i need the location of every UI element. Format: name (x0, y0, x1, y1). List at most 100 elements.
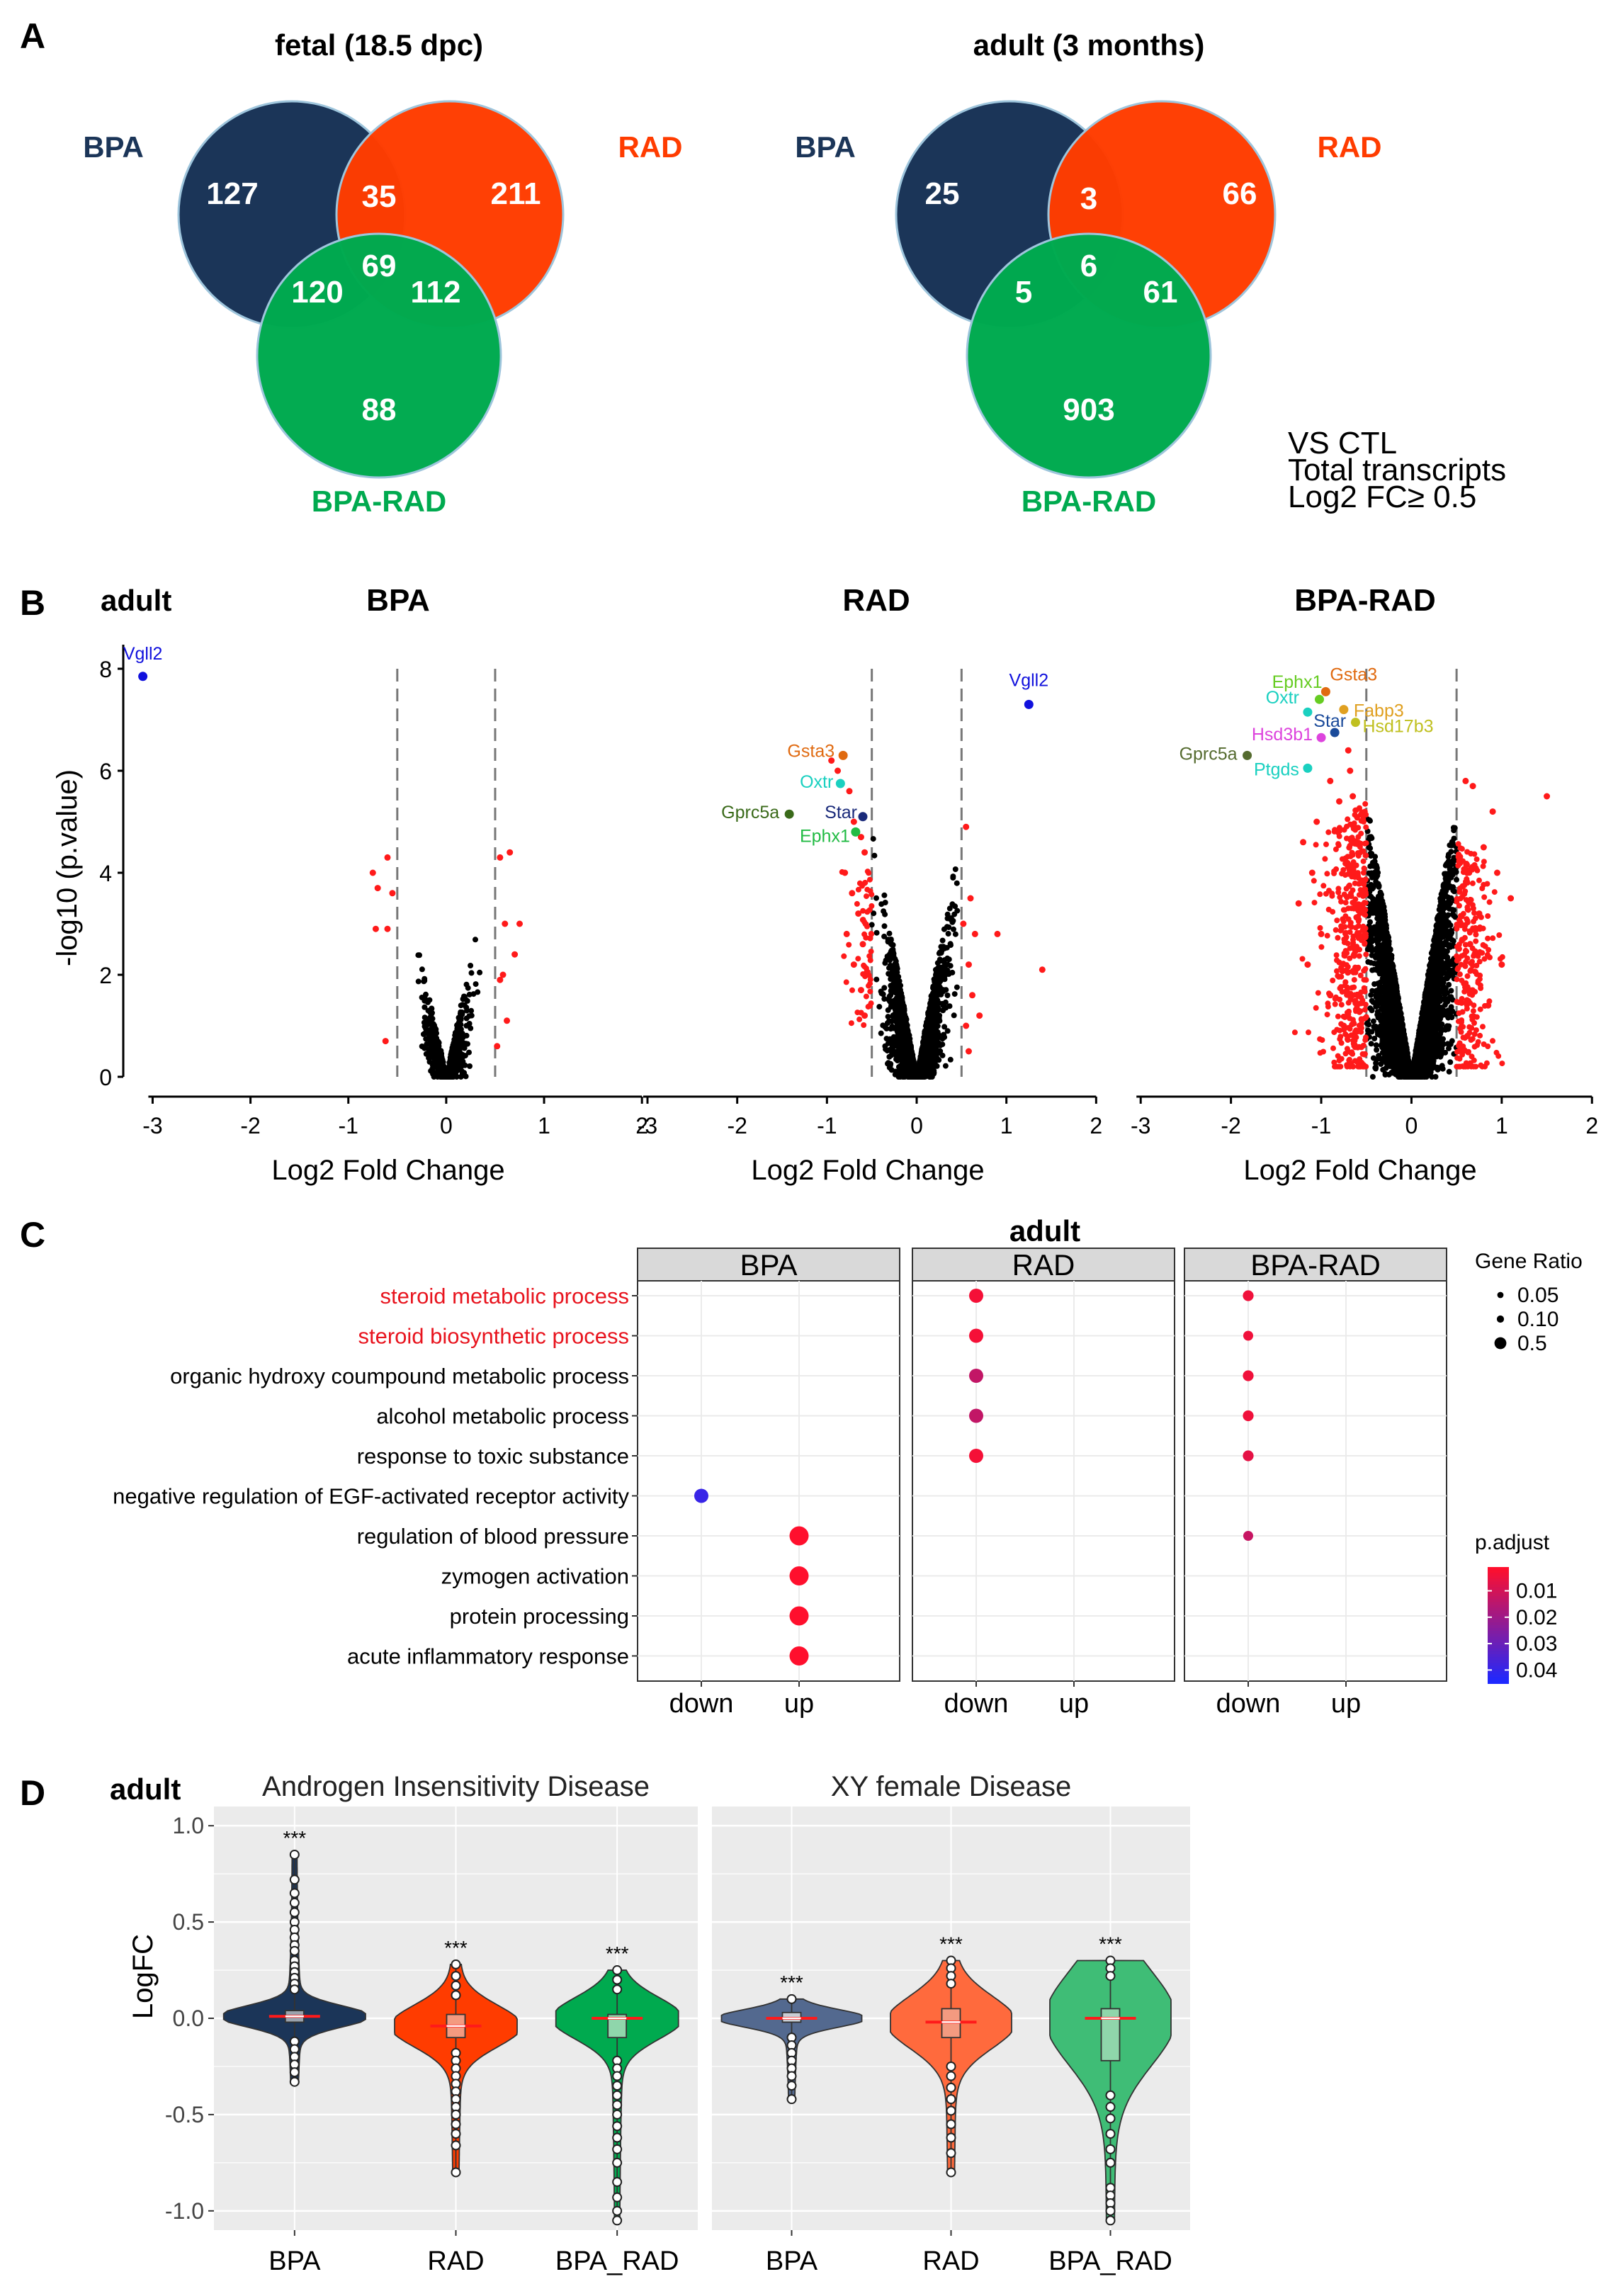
volcano-rad-ns-point (901, 1058, 907, 1064)
volcano-bpa-sig-point (372, 925, 379, 932)
volcano-rad-ns-point (901, 1028, 907, 1034)
volcano-bparad-x-tick: -1 (1311, 1113, 1331, 1138)
volcano-bpa-ns-point (468, 970, 475, 976)
volcano-rad-ns-point (893, 1012, 899, 1018)
volcano-rad-ns-point (952, 866, 958, 872)
volcano-rad-ns-point (944, 1028, 951, 1034)
volcano-rad-ns-point (938, 950, 944, 956)
volcano-rad-sig-point (864, 968, 871, 975)
volcano-rad-ns-point (949, 901, 956, 907)
volcano-rad-ns-point (924, 1016, 931, 1022)
volcano-rad-gene-label: Gprc5a (721, 803, 779, 822)
volcano-bpa-ns-point (415, 978, 422, 985)
venn-fetal-count-bpa-rad: 35 (362, 179, 397, 214)
volcano-rad-ns-point (893, 958, 899, 964)
volcano-bpa-ns-point (451, 1039, 458, 1045)
volcano-rad-ns-point (915, 1068, 922, 1074)
volcano-bparad-ns-point (1447, 1059, 1454, 1065)
volcano-bpa-sig-points (369, 849, 523, 1050)
volcano-bpa-ns-point (460, 1002, 466, 1008)
venn-note-line-1: VS CTL (1288, 426, 1397, 460)
venn-fetal-bparad-label: BPA-RAD (312, 485, 447, 518)
volcano-rad-sig-point (849, 987, 855, 993)
venn-adult-count-rad-only: 66 (1223, 176, 1257, 211)
venn-adult-count-all: 6 (1080, 249, 1097, 283)
panel-label-d: D (20, 1773, 45, 1813)
volcano-rad-sig-point (843, 979, 849, 985)
volcano-rad-sig-point (855, 956, 861, 962)
volcano-rad-gene-label: Oxtr (800, 772, 833, 792)
volcano-rad-ns-point (881, 985, 888, 991)
volcano-rad-sig-point (866, 876, 873, 883)
volcano-rad-sig-point (866, 953, 873, 959)
volcano-rad-sig-point (867, 888, 873, 894)
volcano-rad-ns-point (932, 1027, 939, 1034)
volcano-rad-x-tick: -3 (638, 1113, 657, 1138)
volcano-rad-sig-point (835, 767, 842, 774)
venn-fetal: fetal (18.5 dpc) BPA RAD BPA-RAD 127 35 … (83, 28, 682, 518)
volcano-rad-x-tick: 1 (1000, 1113, 1013, 1138)
volcano-rad-ns-point (930, 1011, 937, 1017)
volcano-bpa-ns-point (466, 1021, 473, 1027)
volcano-ylabel: -log10 (p.value) (52, 769, 83, 966)
volcano-rad-sig-point (843, 930, 850, 937)
volcano-rad-ns-point (881, 923, 888, 929)
volcano-rad-ns-point (895, 1070, 902, 1077)
volcano-bpa-ns-point (426, 997, 433, 1003)
volcano-bpa-ns-point (424, 1041, 430, 1047)
volcano-bpa-ns-point (468, 1012, 475, 1019)
volcano-rad-ns-point (888, 1001, 895, 1007)
volcano-rad-ns-point (939, 1036, 946, 1042)
volcano-rad-sig-point (965, 1048, 972, 1055)
venn-fetal-count-bpa-only: 127 (206, 176, 258, 211)
volcano-rad-ns-point (944, 993, 951, 998)
volcano-rad-sig-point (976, 1012, 983, 1019)
venn-fetal-title: fetal (18.5 dpc) (275, 28, 483, 62)
volcano-rad-sig-point (854, 900, 860, 907)
volcano-rad-ns-point (886, 971, 892, 977)
volcano-bpa-ns-points (415, 937, 483, 1080)
volcano-rad-sig-point (857, 987, 864, 994)
volcano-rad-gene-point (1024, 699, 1034, 709)
volcano-bpa-sig-point (384, 925, 391, 932)
volcano-bpa-ns-point (419, 995, 425, 1000)
volcano-rad-ns-point (920, 1049, 927, 1056)
volcano-rad-ns-point (954, 984, 960, 990)
volcano-bpa-ns-point (420, 1031, 426, 1037)
venn-fetal-count-bparad-only: 88 (362, 392, 397, 427)
venn-fetal-count-rad-only: 211 (491, 176, 541, 211)
volcano-rad-ns-point (924, 1037, 930, 1044)
volcano-bparad-title: BPA-RAD (1294, 583, 1436, 618)
venn-adult-title: adult (3 months) (973, 28, 1205, 62)
volcano-rad-ns-point (940, 1007, 946, 1014)
venn-fetal-bpa-label: BPA (83, 130, 144, 164)
volcano-bpa-ns-point (452, 1046, 458, 1053)
volcano-rad-sig-point (963, 1022, 970, 1029)
volcano-bpa-ns-point (425, 1046, 431, 1053)
volcano-bpa-xlabel: Log2 Fold Change (271, 1155, 504, 1186)
volcano-y-tick-2: 2 (99, 963, 112, 988)
volcano-bpa-sig-point (502, 920, 509, 927)
volcano-bpa-ns-point (465, 1041, 470, 1047)
volcano-rad-ns-point (886, 930, 893, 937)
volcano-bpa-ns-point (475, 989, 481, 995)
volcano-rad-ns-point (939, 971, 946, 978)
volcano-bpa-ns-point (455, 1024, 461, 1030)
volcano-rad-ns-point (929, 997, 935, 1003)
volcano-rad-ns-point (940, 988, 946, 995)
volcano-rad-ns-point (873, 976, 880, 983)
volcano-rad-ns-point (932, 966, 939, 973)
volcano-rad-sig-point (971, 930, 978, 937)
volcano-rad-gene-label: Star (825, 803, 857, 822)
volcano-rad-ns-point (897, 1033, 903, 1039)
volcano-rad-ns-point (896, 989, 903, 995)
volcano-rad-ns-point (925, 1046, 932, 1052)
volcano-rad-x-tick: -2 (727, 1113, 747, 1138)
volcano-rad-gene-label: Ephx1 (800, 826, 850, 846)
volcano-rad-ns-point (952, 931, 958, 937)
volcano-rad-sig-point (867, 980, 873, 987)
volcano-bpa-ns-point (468, 1025, 474, 1031)
panel-a: fetal (18.5 dpc) BPA RAD BPA-RAD 127 35 … (83, 28, 1506, 518)
venn-fetal-count-bpa-bparad: 120 (291, 275, 343, 310)
volcano-bpa-x-tick: 0 (440, 1113, 453, 1138)
